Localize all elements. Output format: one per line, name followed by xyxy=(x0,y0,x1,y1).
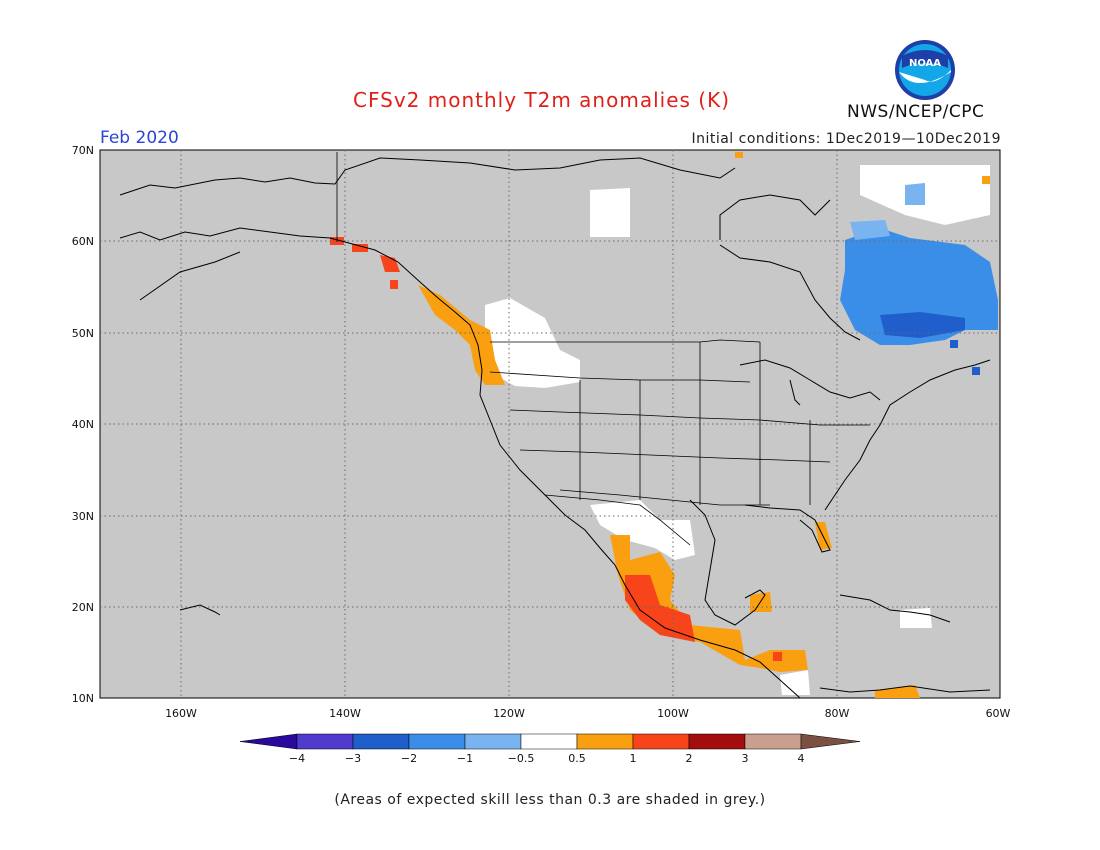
strong-warm-anomaly-central-america xyxy=(773,652,782,661)
lon-label: 60W xyxy=(986,707,1011,720)
neutral-area-texas xyxy=(590,500,695,560)
legend-swatch xyxy=(520,733,578,750)
lat-label: 50N xyxy=(72,327,94,340)
cold-anomaly-core xyxy=(880,312,965,338)
initial-conditions: Initial conditions: 1Dec2019—10Dec2019 xyxy=(691,131,1001,147)
neutral-area-caribbean xyxy=(900,608,932,628)
legend-tick-label: −3 xyxy=(345,752,361,765)
lat-label: 10N xyxy=(72,692,94,705)
warm-anomaly-greenland xyxy=(982,176,990,184)
legend-tick-label: −0.5 xyxy=(508,752,535,765)
lat-label: 60N xyxy=(72,235,94,248)
legend-swatch xyxy=(464,733,522,750)
neutral-area-rockies xyxy=(485,298,580,388)
cold-anomaly-spot xyxy=(950,340,958,348)
legend-swatch xyxy=(576,733,634,750)
warm-anomaly-arctic xyxy=(735,152,743,158)
lon-label: 80W xyxy=(825,707,850,720)
latitude-labels: 70N 60N 50N 40N 30N 20N 10N xyxy=(72,144,94,705)
strong-warm-anomaly-panhandle xyxy=(380,255,400,272)
noaa-logo-text: NOAA xyxy=(909,58,941,69)
legend-arrow-high xyxy=(800,733,861,750)
legend-swatch xyxy=(408,733,466,750)
legend-tick-label: −2 xyxy=(401,752,417,765)
legend-swatch xyxy=(296,733,354,750)
longitude-labels: 160W 140W 120W 100W 80W 60W xyxy=(165,707,1010,720)
anomaly-patches xyxy=(330,152,998,698)
warm-anomaly-pacific-nw xyxy=(418,285,505,385)
map-title: CFSv2 monthly T2m anomalies (K) xyxy=(353,88,730,112)
cold-anomaly-quebec xyxy=(840,228,998,345)
lat-label: 20N xyxy=(72,601,94,614)
lon-label: 120W xyxy=(493,707,525,720)
strong-warm-anomaly-alaska-2 xyxy=(352,244,368,252)
great-lakes xyxy=(739,359,881,406)
warm-anomaly-yucatan xyxy=(750,592,772,612)
lat-label: 30N xyxy=(72,510,94,523)
map-area xyxy=(99,149,1001,699)
neutral-area-central-america xyxy=(780,670,810,695)
legend-arrow-low xyxy=(239,733,298,750)
legend-tick-label: 1 xyxy=(630,752,637,765)
legend-swatch xyxy=(352,733,410,750)
legend-tick-label: 0.5 xyxy=(568,752,586,765)
color-legend: −4 −3 −2 −1 −0.5 0.5 1 2 3 4 xyxy=(239,733,861,765)
coastlines xyxy=(119,157,991,699)
legend-swatch xyxy=(632,733,690,750)
strong-warm-anomaly-mexico xyxy=(625,575,695,642)
lon-label: 160W xyxy=(165,707,197,720)
political-borders xyxy=(336,152,870,546)
forecast-month: Feb 2020 xyxy=(100,128,179,148)
legend-tick-label: 4 xyxy=(798,752,805,765)
legend-swatch xyxy=(688,733,746,750)
legend-tick-label: 2 xyxy=(686,752,693,765)
graticule xyxy=(100,150,1000,698)
cold-anomaly-spot-2 xyxy=(972,367,980,375)
legend-tick-label: 3 xyxy=(742,752,749,765)
strong-warm-anomaly-spot xyxy=(390,280,398,289)
lat-label: 40N xyxy=(72,418,94,431)
legend-tick-label: −4 xyxy=(289,752,305,765)
agency-label: NWS/NCEP/CPC xyxy=(847,102,985,122)
neutral-area-arctic xyxy=(590,188,630,237)
cold-anomaly-quebec-light xyxy=(850,220,890,240)
warm-anomaly-south-america xyxy=(875,685,920,698)
skill-footnote: (Areas of expected skill less than 0.3 a… xyxy=(334,792,766,808)
legend-swatch xyxy=(744,733,802,750)
lon-label: 100W xyxy=(657,707,689,720)
noaa-logo: NOAA xyxy=(895,40,955,100)
legend-tick-label: −1 xyxy=(457,752,473,765)
cold-anomaly-labrador-light xyxy=(905,183,925,205)
lat-label: 70N xyxy=(72,144,94,157)
lon-label: 140W xyxy=(329,707,361,720)
warm-anomaly-mexico xyxy=(610,535,808,672)
